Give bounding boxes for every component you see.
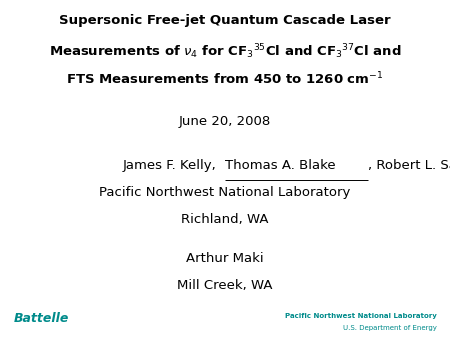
Text: James F. Kelly,: James F. Kelly, (123, 159, 225, 172)
Text: Pacific Northwest National Laboratory: Pacific Northwest National Laboratory (99, 186, 351, 199)
Text: Pacific Northwest National Laboratory: Pacific Northwest National Laboratory (284, 313, 436, 319)
Text: FTS Measurements from 450 to 1260 cm$^{-1}$: FTS Measurements from 450 to 1260 cm$^{-… (66, 70, 384, 87)
Text: , Robert L. Sams: , Robert L. Sams (368, 159, 450, 172)
Text: June 20, 2008: June 20, 2008 (179, 115, 271, 128)
Text: Mill Creek, WA: Mill Creek, WA (177, 279, 273, 292)
Text: Battelle: Battelle (14, 312, 69, 325)
Text: U.S. Department of Energy: U.S. Department of Energy (342, 325, 436, 331)
Text: Richland, WA: Richland, WA (181, 213, 269, 226)
Text: Arthur Maki: Arthur Maki (186, 252, 264, 265)
Text: Thomas A. Blake: Thomas A. Blake (225, 159, 336, 172)
Text: Supersonic Free-jet Quantum Cascade Laser: Supersonic Free-jet Quantum Cascade Lase… (59, 14, 391, 27)
Text: Measurements of $\nu_4$ for CF$_3$$^{35}$Cl and CF$_3$$^{37}$Cl and: Measurements of $\nu_4$ for CF$_3$$^{35}… (49, 42, 401, 61)
